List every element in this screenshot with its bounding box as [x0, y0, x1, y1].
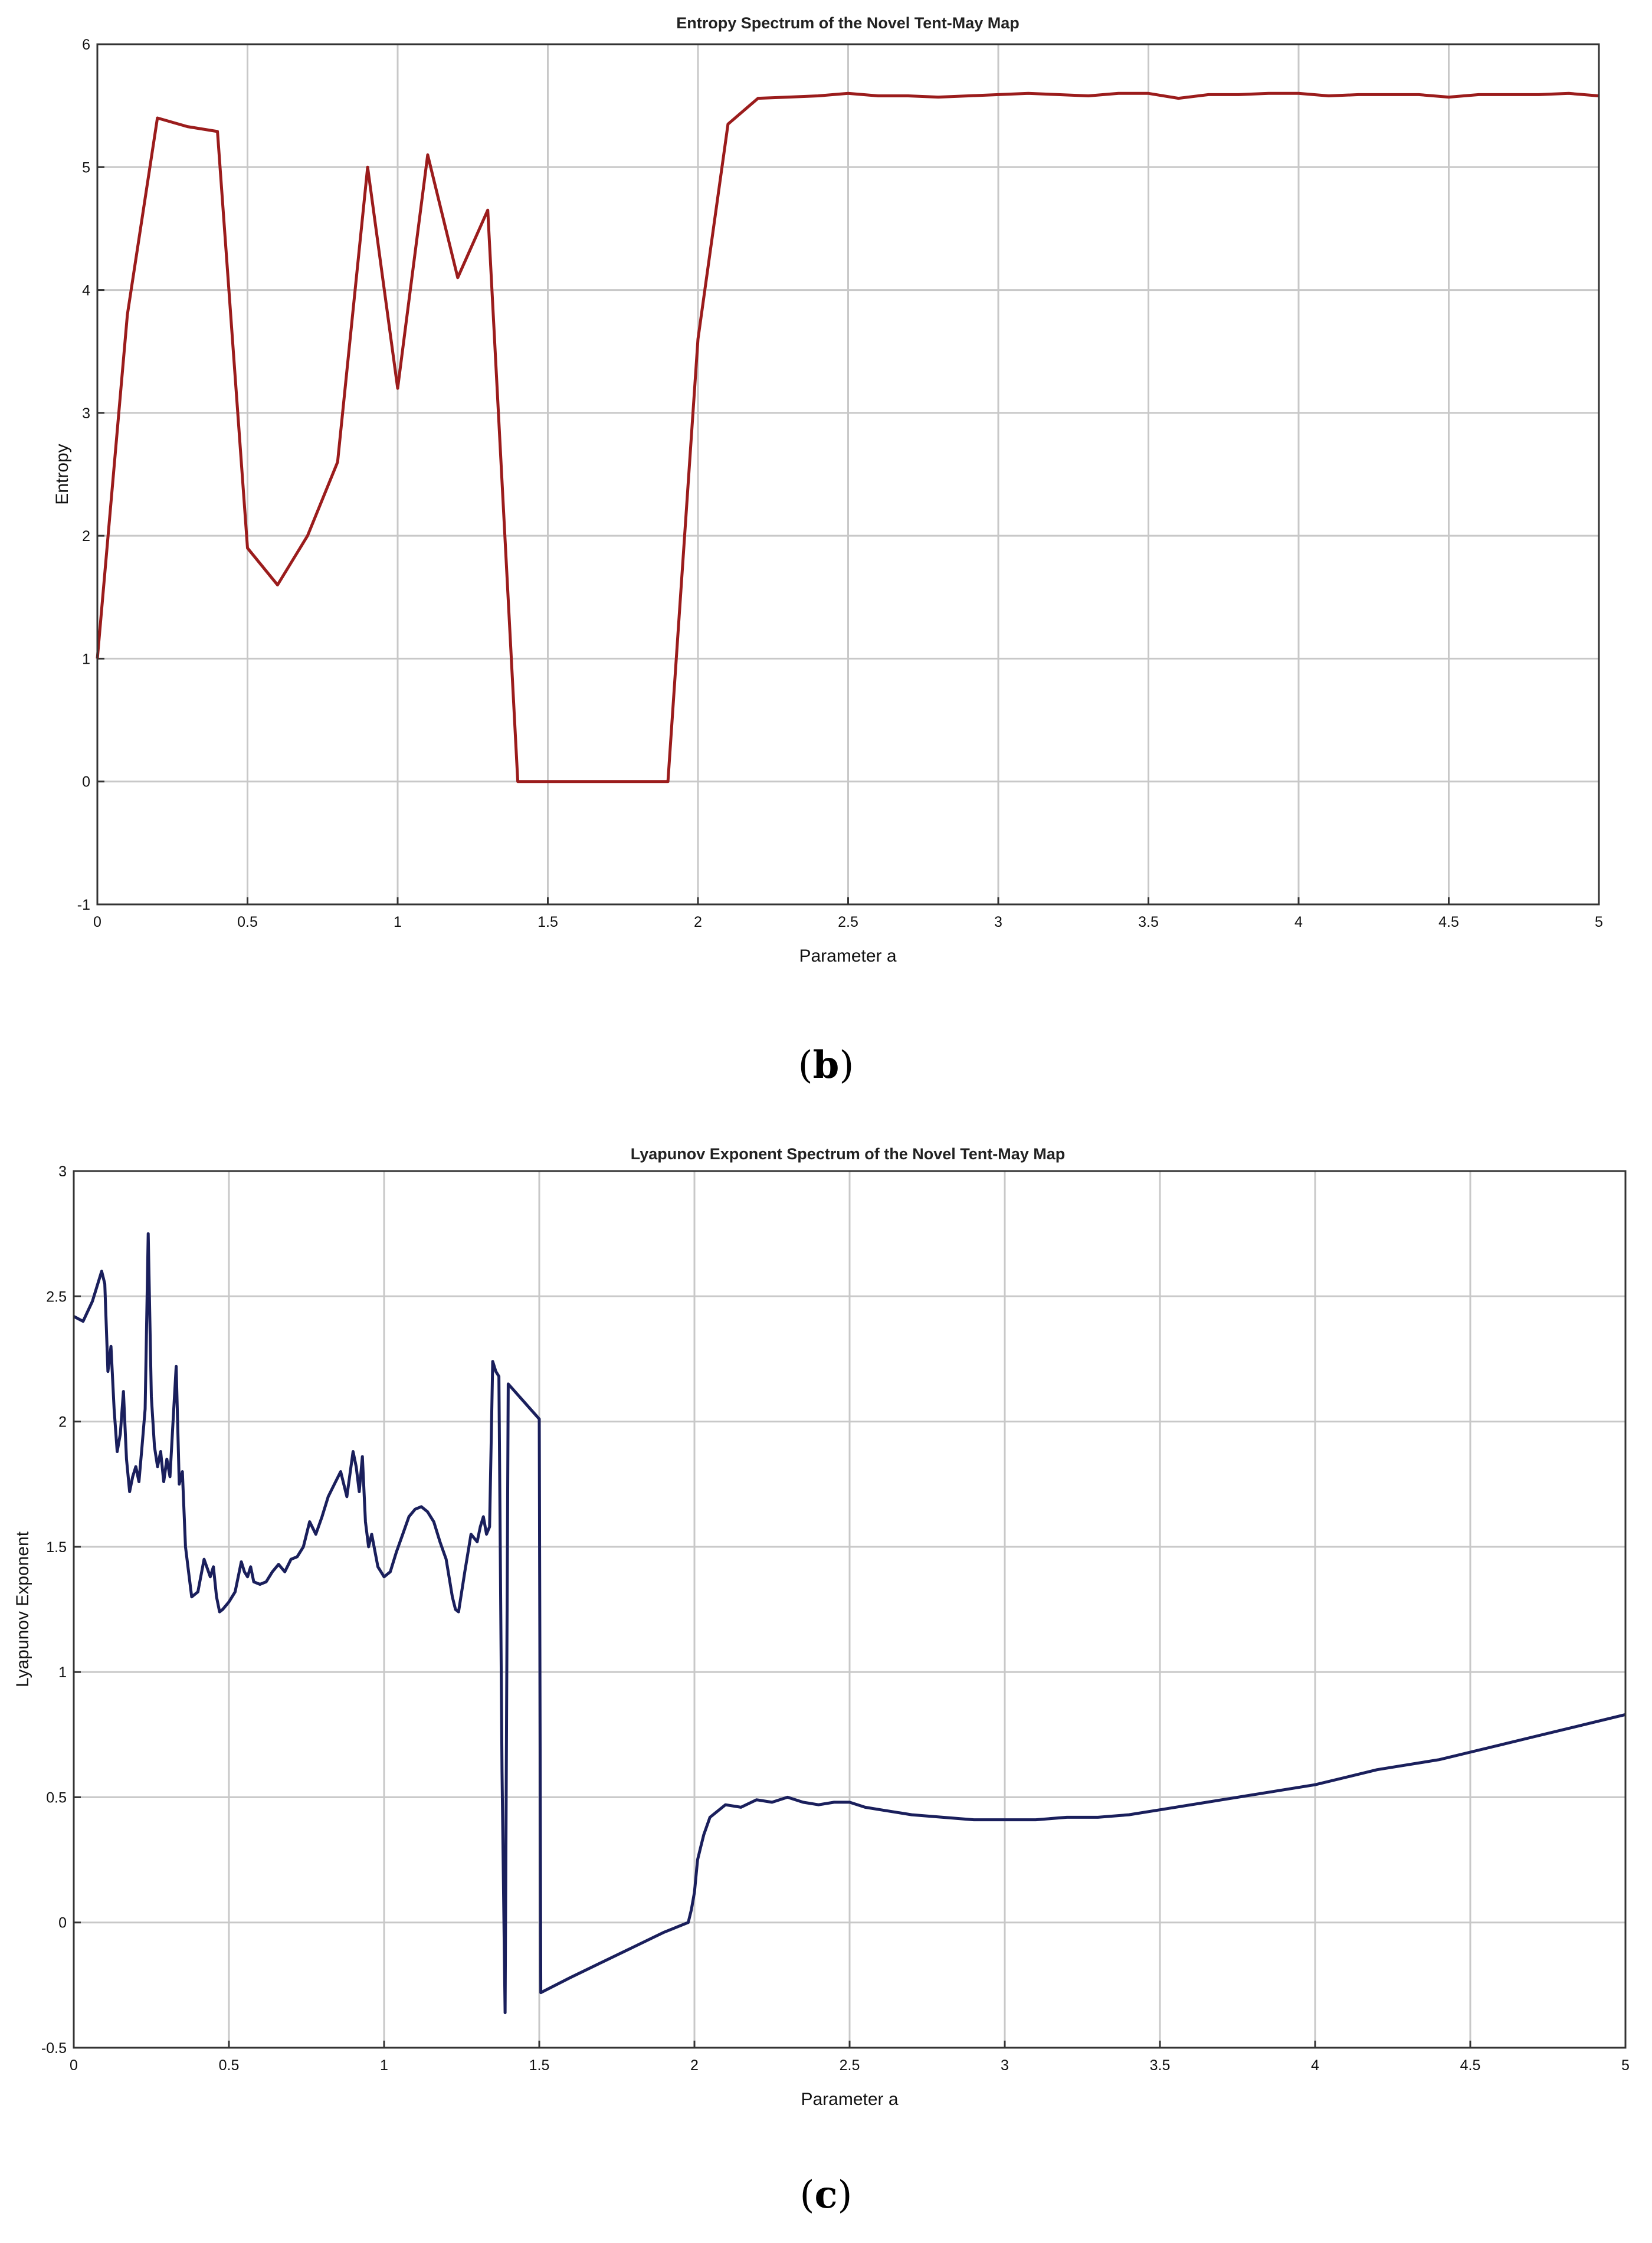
x-tick-label: 1.5	[537, 914, 558, 930]
y-tick-label: 4	[82, 283, 90, 299]
y-tick-label: 2	[82, 528, 90, 545]
x-tick-label: 2	[694, 914, 702, 930]
y-tick-label: 3	[82, 405, 90, 422]
panel-label-c: (c)	[800, 2173, 853, 2217]
y-tick-label: 5	[82, 159, 90, 176]
lyapunov-chart: Lyapunov Exponent Spectrum of the Novel …	[13, 1145, 1630, 2109]
x-tick-label: 1	[394, 914, 402, 930]
entropy-series-line	[96, 91, 1599, 783]
y-axis-label: Entropy	[53, 444, 72, 504]
y-tick-label: 2	[58, 1414, 67, 1431]
chart-title: Entropy Spectrum of the Novel Tent-May M…	[676, 14, 1020, 32]
x-tick-label: 3.5	[1138, 914, 1159, 930]
x-tick-label: 3.5	[1150, 2057, 1171, 2074]
y-tick-label: 1	[58, 1664, 67, 1681]
y-tick-label: 1	[82, 651, 90, 667]
plot-frame	[96, 43, 1600, 906]
panel-letter: b	[813, 1043, 840, 1087]
x-tick-label: 5	[1595, 914, 1603, 930]
svg-text:(b): (b)	[798, 1043, 854, 1087]
x-tick-label: 2	[690, 2057, 699, 2074]
x-tick-label: 4.5	[1438, 914, 1459, 930]
lyapunov-series-line	[73, 1232, 1626, 2015]
y-axis-label: Lyapunov Exponent	[13, 1531, 32, 1687]
x-tick-label: 2.5	[840, 2057, 860, 2074]
y-tick-label: 0.5	[46, 1789, 67, 1806]
x-tick-label: 5	[1621, 2057, 1630, 2074]
y-tick-label: -0.5	[41, 2040, 67, 2057]
x-tick-label: 4.5	[1460, 2057, 1481, 2074]
x-tick-label: 4	[1294, 914, 1303, 930]
panel-letter: c	[815, 2173, 838, 2217]
y-tick-label: 0	[58, 1915, 67, 1932]
x-tick-label: 0	[93, 914, 101, 930]
x-tick-label: 3	[1001, 2057, 1009, 2074]
x-tick-label: 1	[380, 2057, 388, 2074]
x-tick-label: 0	[70, 2057, 78, 2074]
panel-label-b: (b)	[798, 1043, 854, 1087]
x-tick-label: 4	[1311, 2057, 1319, 2074]
y-tick-label: 0	[82, 774, 90, 791]
plot-frame	[73, 1170, 1627, 2049]
x-axis-label: Parameter a	[799, 946, 896, 966]
y-tick-label: 3	[58, 1163, 67, 1180]
svg-text:(c): (c)	[800, 2173, 853, 2217]
chart-title: Lyapunov Exponent Spectrum of the Novel …	[631, 1145, 1066, 1163]
x-tick-label: 1.5	[529, 2057, 550, 2074]
x-tick-label: 3	[994, 914, 1002, 930]
y-tick-label: -1	[77, 897, 90, 913]
x-tick-label: 2.5	[838, 914, 858, 930]
x-tick-label: 0.5	[237, 914, 258, 930]
x-tick-label: 0.5	[219, 2057, 240, 2074]
entropy-chart: Entropy Spectrum of the Novel Tent-May M…	[53, 14, 1603, 966]
y-tick-label: 1.5	[46, 1539, 67, 1556]
y-tick-label: 2.5	[46, 1288, 67, 1305]
y-tick-label: 6	[82, 37, 90, 53]
x-axis-label: Parameter a	[801, 2090, 898, 2109]
